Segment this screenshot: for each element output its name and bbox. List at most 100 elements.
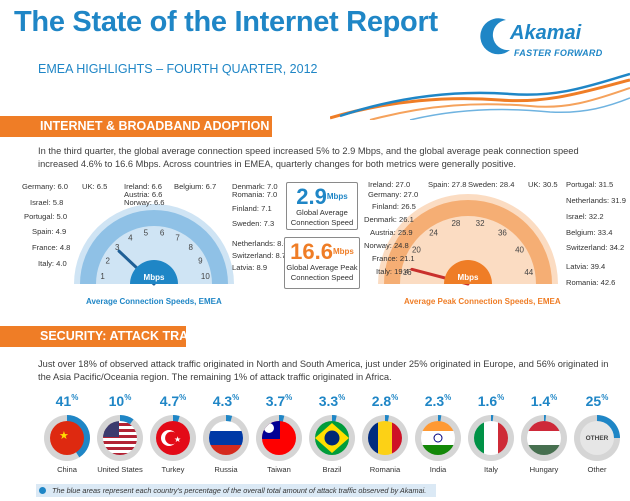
peak-gauge-unit: Mbps — [458, 273, 479, 282]
country-percentage: 41% — [40, 393, 94, 409]
gauge-tick-label: 28 — [451, 219, 460, 228]
global-average-value: 2.9 — [296, 184, 327, 209]
country-percentage: 2.8% — [358, 393, 412, 409]
security-paragraph: Just over 18% of observed attack traffic… — [38, 359, 609, 382]
country-speed-label: Netherlands: 31.9 — [566, 196, 626, 205]
blue-dot-icon — [39, 487, 46, 494]
percentage-suffix: % — [232, 393, 240, 402]
country-name: Other — [587, 465, 607, 474]
percentage-value: 4.7 — [159, 393, 180, 409]
country-speed-label: Sweden: 7.3 — [232, 219, 275, 228]
romania-flag-icon — [362, 415, 408, 461]
percentage-value: 2.8 — [371, 393, 392, 409]
global-average-unit: Mbps — [326, 192, 348, 201]
country-name: Hungary — [529, 465, 559, 474]
country-speed-label: Austria: 25.9 — [370, 228, 413, 237]
country-item: 1.6% Italy — [458, 393, 524, 474]
gauge-tick-label: 3 — [115, 243, 120, 252]
svg-text:★: ★ — [174, 435, 181, 444]
average-gauge-caption: Average Connection Speeds, EMEA — [86, 297, 222, 306]
country-percentage: 3.3% — [305, 393, 359, 409]
global-peak-caption-2: Connection Speed — [290, 273, 354, 282]
global-peak-box: 16.6Mbps Global Average Peak Connection … — [284, 237, 360, 289]
us-flag-icon — [97, 415, 143, 461]
country-item: 41% ★ China — [34, 393, 100, 474]
country-item: 3.7% Taiwan — [246, 393, 312, 474]
global-peak-unit: Mbps — [332, 247, 354, 256]
percentage-suffix: % — [124, 393, 132, 402]
country-name: India — [429, 465, 447, 474]
average-gauge-hub — [130, 260, 178, 284]
turkey-flag-icon: ★ — [150, 415, 196, 461]
country-item: 2.8% Romania — [352, 393, 418, 474]
country-speed-label: Israel: 5.8 — [30, 198, 64, 207]
country-speed-label: Ireland: 27.0 — [368, 180, 411, 189]
country-speed-label: Belgium: 33.4 — [566, 228, 613, 237]
report-title: The State of the Internet Report — [14, 6, 438, 38]
other-flag-icon — [574, 415, 620, 461]
country-speed-label: Latvia: 39.4 — [566, 262, 606, 271]
country-speed-label: Latvia: 8.9 — [232, 263, 268, 272]
country-item: 3.3% Brazil — [299, 393, 365, 474]
gauge-tick-label: 16 — [403, 268, 412, 277]
footnote: The blue areas represent each country's … — [36, 484, 436, 497]
percentage-value: 10 — [108, 393, 125, 409]
hungary-flag-icon — [521, 415, 567, 461]
logo-word: Akamai — [510, 22, 582, 44]
country-speed-label: Sweden: 28.4 — [468, 180, 515, 189]
percentage-value: 3.7 — [265, 393, 286, 409]
country-speed-label: Romania: 42.6 — [566, 278, 616, 287]
gauge-tick-label: 8 — [189, 243, 194, 252]
percentage-suffix: % — [285, 393, 293, 402]
percentage-suffix: % — [444, 393, 452, 402]
country-speed-label: Norway: 6.6 — [124, 198, 165, 207]
peak-speed-gauge: 16 20 24 28 32 36 40 44 Mbps — [378, 194, 558, 286]
country-speed-label: Germany: 6.0 — [22, 182, 69, 191]
country-speed-label: Ireland: 6.6 — [124, 182, 162, 191]
country-speed-label: Germany: 27.0 — [368, 190, 419, 199]
percentage-value: 2.3 — [424, 393, 445, 409]
gauge-tick-label: 10 — [201, 272, 210, 281]
gauge-tick-label: 9 — [198, 256, 203, 265]
country-percentage: 4.7% — [146, 393, 200, 409]
country-speed-label: Romania: 7.0 — [232, 190, 278, 199]
country-speed-label: Norway: 24.8 — [364, 241, 409, 250]
country-name: United States — [97, 465, 143, 474]
country-speed-label: Switzerland: 34.2 — [566, 243, 625, 252]
percentage-suffix: % — [179, 393, 187, 402]
country-speed-label: Portugal: 5.0 — [24, 212, 68, 221]
country-name: Romania — [369, 465, 401, 474]
akamai-swoosh-icon — [480, 18, 510, 55]
country-percentage: 4.3% — [199, 393, 253, 409]
gauge-tick-label: 1 — [100, 272, 105, 281]
gauge-tick-label: 44 — [524, 268, 533, 277]
percentage-value: 25 — [585, 393, 602, 409]
gauge-tick-label: 4 — [128, 234, 133, 243]
percentage-value: 1.4 — [530, 393, 551, 409]
country-speed-label: Italy: 4.0 — [38, 259, 67, 268]
percentage-suffix: % — [71, 393, 79, 402]
gauge-tick-label: 36 — [498, 228, 507, 237]
percentage-value: 1.6 — [477, 393, 498, 409]
country-percentage: 10% — [93, 393, 147, 409]
global-average-caption-1: Global Average — [296, 208, 348, 217]
country-item: 4.3% Russia — [193, 393, 259, 474]
country-speed-label: Italy: 19.4 — [376, 267, 409, 276]
report-subtitle: EMEA HIGHLIGHTS – FOURTH QUARTER, 2012 — [38, 62, 318, 76]
percentage-value: 3.3 — [318, 393, 339, 409]
country-speed-label: Denmark: 7.0 — [232, 182, 278, 191]
country-speed-label: Finland: 26.5 — [372, 202, 416, 211]
percentage-suffix: % — [550, 393, 558, 402]
logo-tagline: FASTER FORWARD — [514, 48, 603, 58]
percentage-value: 4.3 — [212, 393, 233, 409]
russia-flag-icon — [203, 415, 249, 461]
country-percentage: 25% — [570, 393, 624, 409]
svg-text:★: ★ — [59, 430, 69, 442]
percentage-value: 41 — [55, 393, 72, 409]
country-name: Brazil — [322, 465, 342, 474]
global-peak-caption-1: Global Average Peak — [286, 263, 358, 272]
percentage-suffix: % — [497, 393, 505, 402]
country-percentage: 1.4% — [517, 393, 571, 409]
country-speed-label: Austria: 6.6 — [124, 190, 163, 199]
gauge-tick-label: 5 — [144, 229, 149, 238]
